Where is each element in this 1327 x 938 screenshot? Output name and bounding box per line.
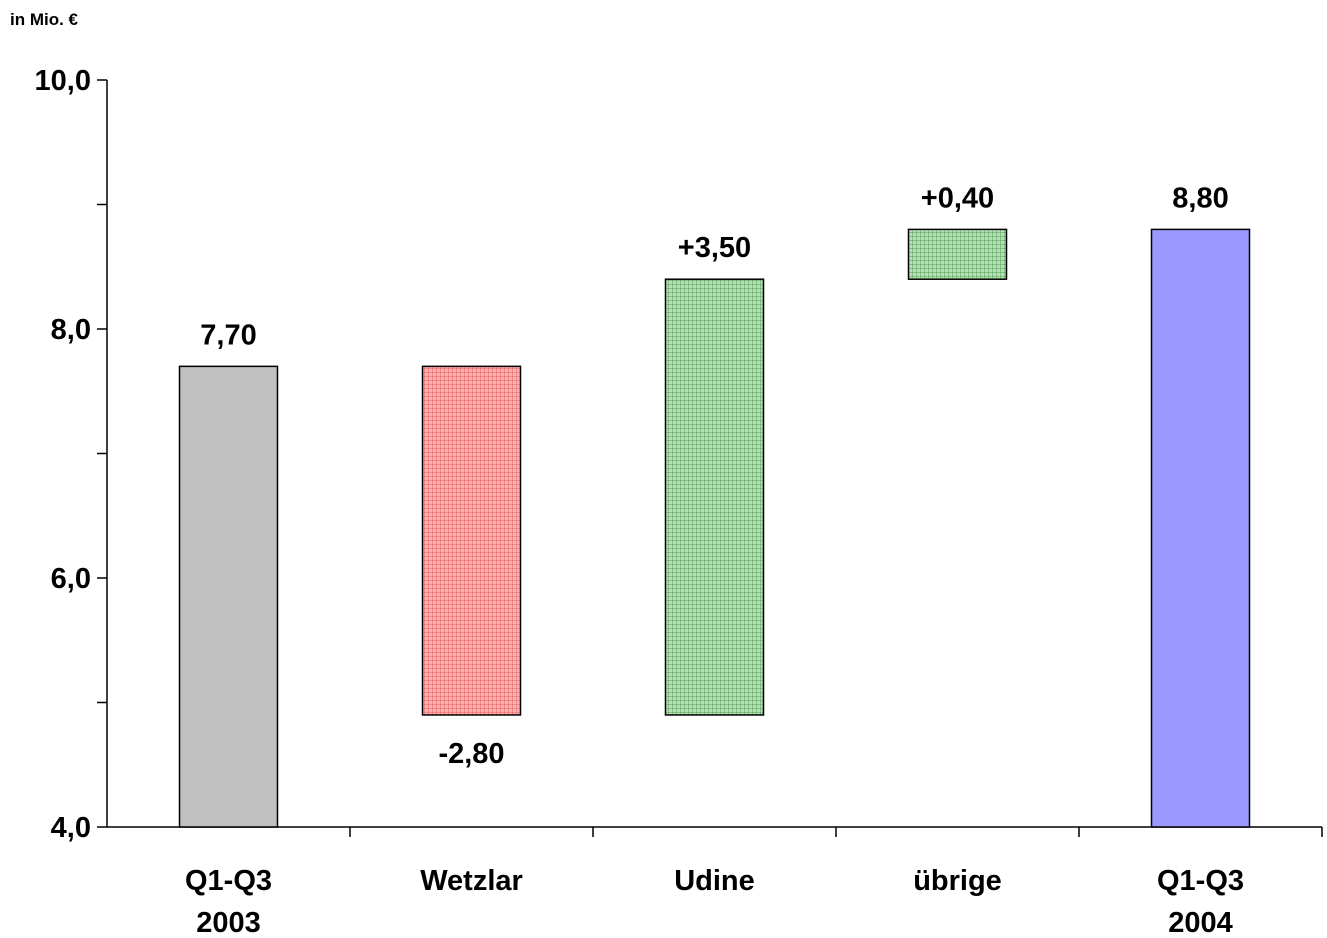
x-tick-label: Udine xyxy=(674,865,755,897)
data-label: +3,50 xyxy=(678,232,751,264)
bar xyxy=(1150,228,1251,828)
y-tick-label: 10,0 xyxy=(35,65,91,97)
x-tick-label: Wetzlar xyxy=(420,865,523,897)
bar xyxy=(664,278,765,716)
y-axis-unit-label: in Mio. € xyxy=(10,10,78,29)
bar xyxy=(907,228,1008,280)
x-tick-label: Q1-Q3 xyxy=(1157,865,1244,897)
x-tick-label: Q1-Q3 xyxy=(185,865,272,897)
bar xyxy=(178,365,279,828)
y-tick-label: 6,0 xyxy=(51,563,91,595)
data-label: 8,80 xyxy=(1172,182,1228,214)
x-tick-label: 2004 xyxy=(1168,907,1233,938)
x-tick-label: 2003 xyxy=(196,907,261,938)
y-tick-label: 8,0 xyxy=(51,314,91,346)
bar xyxy=(421,365,522,716)
data-label: 7,70 xyxy=(200,319,256,351)
data-label: +0,40 xyxy=(921,182,994,214)
x-tick-label: übrige xyxy=(913,865,1002,897)
y-tick-label: 4,0 xyxy=(51,812,91,844)
data-label: -2,80 xyxy=(438,738,504,770)
